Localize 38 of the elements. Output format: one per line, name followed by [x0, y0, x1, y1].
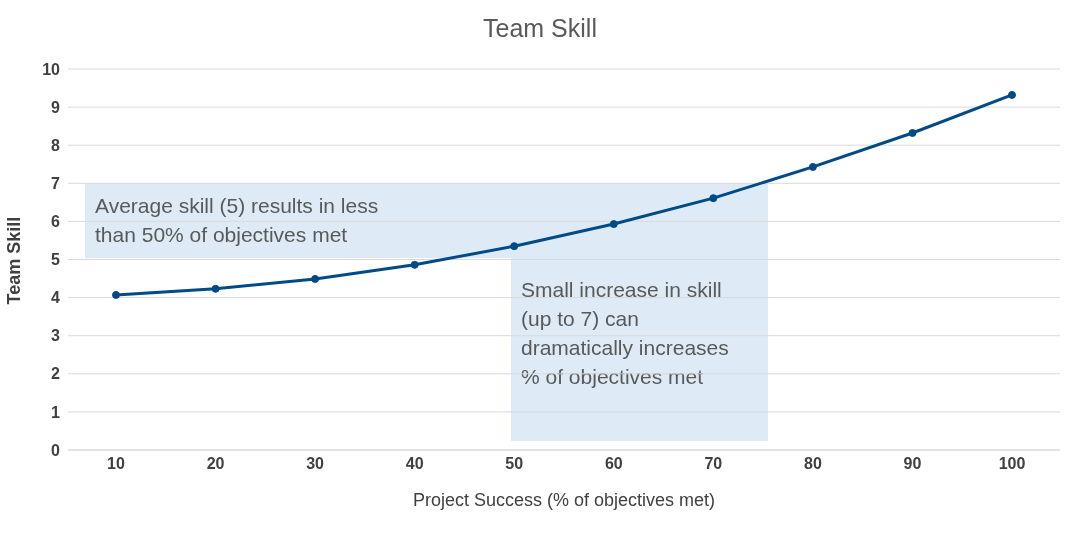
x-tick-label: 70	[704, 455, 723, 473]
y-tick-label: 7	[51, 174, 61, 192]
point	[311, 274, 320, 283]
point	[410, 260, 419, 269]
point	[609, 220, 618, 229]
point	[510, 242, 519, 251]
x-tick-label: 90	[903, 455, 922, 473]
y-axis-title: Team Skill	[4, 216, 25, 305]
x-tick-label: 30	[306, 455, 325, 473]
callout-box: Average skill (5) results in less than 50% of objectives met	[85, 183, 511, 258]
point	[211, 284, 220, 293]
y-tick-label: 0	[51, 441, 61, 459]
y-tick-label: 9	[51, 98, 61, 116]
annotation: Average skill (5) results in less than 50% of objectives met	[95, 193, 380, 248]
x-tick-label: 60	[604, 455, 623, 473]
x-tick-label: 10	[107, 455, 125, 473]
callout-box: Small increase in skill (up to 7) can dramatically increases % of objectives met	[511, 183, 768, 441]
y-tick-label: 5	[51, 251, 61, 269]
y-tick-label: 10	[42, 60, 61, 78]
x-tick-label: 50	[505, 455, 524, 473]
point	[908, 129, 917, 138]
y-tick-label: 4	[51, 289, 61, 307]
y-tick-label: 2	[51, 365, 61, 383]
y-tick-label: 3	[51, 327, 61, 345]
x-tick-label: 80	[803, 455, 822, 473]
annotation: Small increase in skill (up to 7) can dramatically increases % of objectives met	[521, 277, 730, 390]
x-axis-title: Project Success (% of objectives met)	[412, 490, 716, 510]
point	[112, 290, 120, 299]
y-tick-label: 8	[51, 136, 61, 154]
y-tick-label: 6	[51, 213, 61, 231]
chart-title: Team Skill	[482, 14, 598, 43]
x-tick-label: 40	[405, 455, 424, 473]
point	[709, 194, 718, 203]
x-tick-label: 100	[998, 455, 1026, 473]
point	[1008, 90, 1016, 99]
y-tick-label: 1	[51, 403, 61, 421]
point	[808, 162, 817, 171]
x-tick-label: 20	[206, 455, 225, 473]
